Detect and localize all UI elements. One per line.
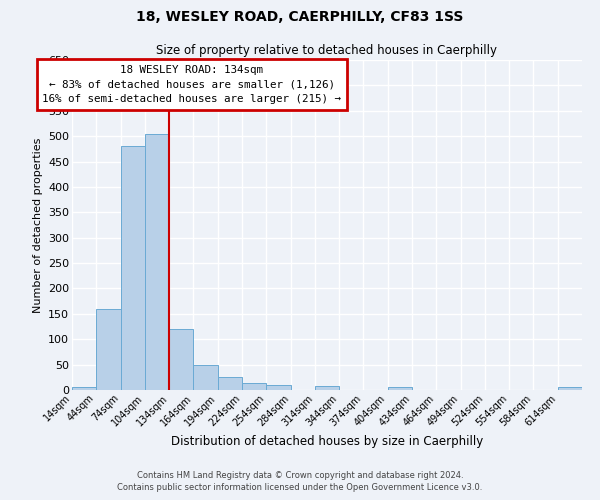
- Y-axis label: Number of detached properties: Number of detached properties: [32, 138, 43, 312]
- Bar: [388, 388, 412, 390]
- Bar: [145, 134, 169, 390]
- Text: 18, WESLEY ROAD, CAERPHILLY, CF83 1SS: 18, WESLEY ROAD, CAERPHILLY, CF83 1SS: [136, 10, 464, 24]
- Bar: [121, 146, 145, 390]
- Text: 18 WESLEY ROAD: 134sqm
← 83% of detached houses are smaller (1,126)
16% of semi-: 18 WESLEY ROAD: 134sqm ← 83% of detached…: [43, 64, 341, 104]
- Bar: [558, 388, 582, 390]
- Bar: [242, 384, 266, 390]
- Bar: [193, 364, 218, 390]
- Bar: [169, 329, 193, 390]
- Bar: [315, 386, 339, 390]
- Bar: [218, 378, 242, 390]
- X-axis label: Distribution of detached houses by size in Caerphilly: Distribution of detached houses by size …: [171, 434, 483, 448]
- Title: Size of property relative to detached houses in Caerphilly: Size of property relative to detached ho…: [157, 44, 497, 58]
- Bar: [72, 388, 96, 390]
- Text: Contains HM Land Registry data © Crown copyright and database right 2024.
Contai: Contains HM Land Registry data © Crown c…: [118, 471, 482, 492]
- Bar: [96, 309, 121, 390]
- Bar: [266, 385, 290, 390]
